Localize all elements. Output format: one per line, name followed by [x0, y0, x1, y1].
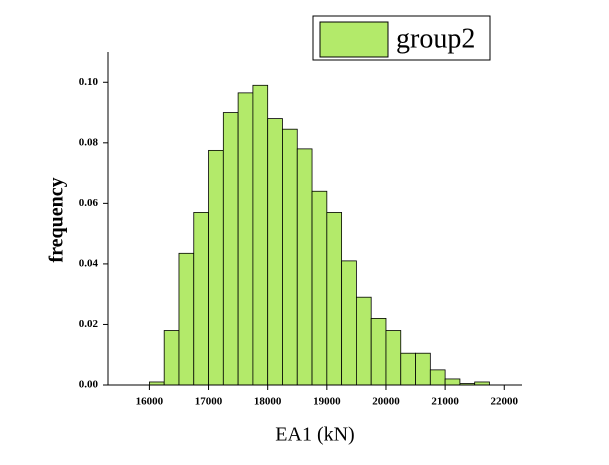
bar	[326, 212, 343, 386]
x-tick-label: 20000	[372, 396, 400, 408]
bar	[415, 352, 431, 386]
bar	[400, 352, 416, 386]
bar	[208, 149, 224, 386]
bar	[370, 317, 387, 386]
bar	[296, 148, 313, 386]
y-tick-label: 0.10	[79, 76, 99, 88]
bar	[341, 260, 357, 386]
x-tick-label: 18000	[254, 396, 282, 408]
x-tick-label: 16000	[136, 396, 164, 408]
bar	[282, 128, 298, 386]
x-tick-label: 21000	[431, 396, 459, 408]
y-tick-label: 0.06	[79, 197, 99, 209]
x-axis-label: EA1 (kN)	[275, 424, 354, 446]
bar	[252, 84, 269, 386]
y-tick-label: 0.08	[79, 136, 99, 148]
bar	[444, 378, 461, 386]
bar	[178, 252, 195, 386]
legend-swatch	[319, 21, 389, 58]
bar	[429, 369, 446, 386]
bar	[163, 330, 180, 386]
y-tick-label: 0.02	[79, 318, 99, 330]
y-tick-label: 0.00	[79, 379, 99, 391]
x-tick-label: 22000	[491, 396, 519, 408]
bar	[193, 212, 209, 386]
bar	[355, 296, 372, 386]
bar	[267, 118, 283, 386]
x-tick-label: 19000	[313, 396, 341, 408]
x-tick-label: 17000	[195, 396, 223, 408]
y-axis-label: frequency	[46, 177, 68, 262]
bar	[222, 112, 239, 386]
bar	[237, 92, 254, 386]
bar	[385, 330, 402, 386]
bar	[311, 190, 328, 386]
y-tick-label: 0.04	[79, 257, 99, 269]
legend-label: group2	[396, 23, 475, 54]
